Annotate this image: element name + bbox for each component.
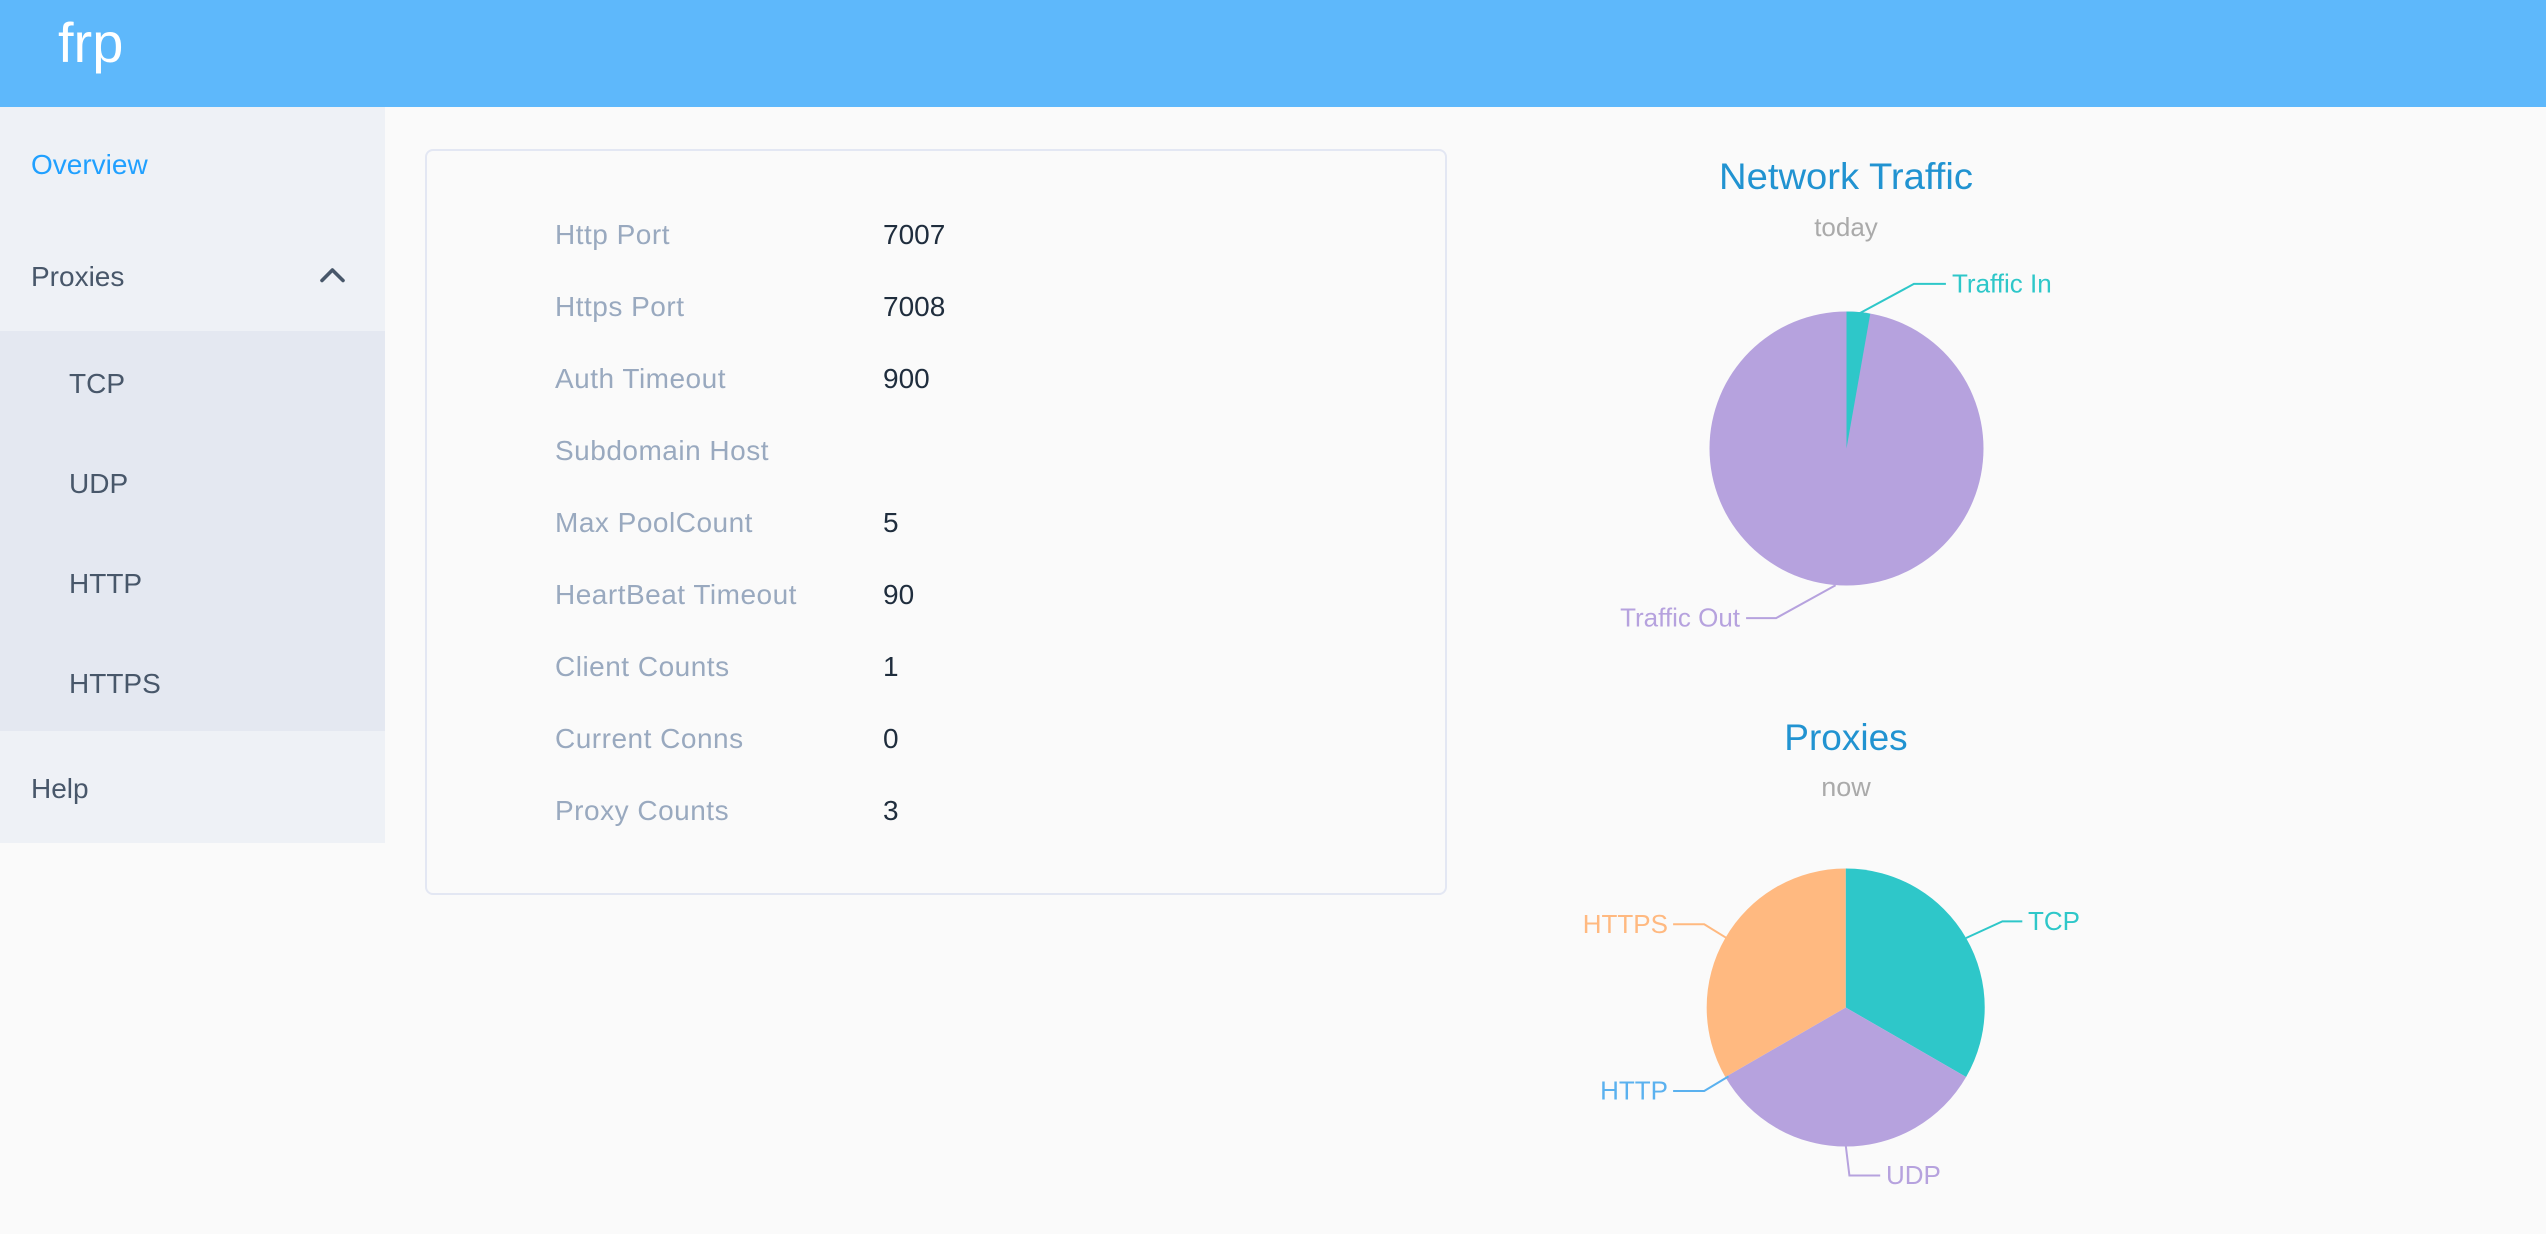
svg-text:Traffic In: Traffic In xyxy=(1952,269,2052,299)
svg-text:Network Traffic: Network Traffic xyxy=(1719,156,1973,197)
svg-text:TCP: TCP xyxy=(2028,906,2080,936)
svg-text:Traffic Out: Traffic Out xyxy=(1620,603,1741,633)
svg-text:HTTPS: HTTPS xyxy=(1583,909,1668,939)
svg-text:UDP: UDP xyxy=(1886,1160,1941,1190)
svg-text:now: now xyxy=(1821,772,1871,802)
svg-text:HTTP: HTTP xyxy=(1600,1076,1668,1106)
svg-text:today: today xyxy=(1814,212,1878,242)
svg-text:Proxies: Proxies xyxy=(1784,717,1907,758)
